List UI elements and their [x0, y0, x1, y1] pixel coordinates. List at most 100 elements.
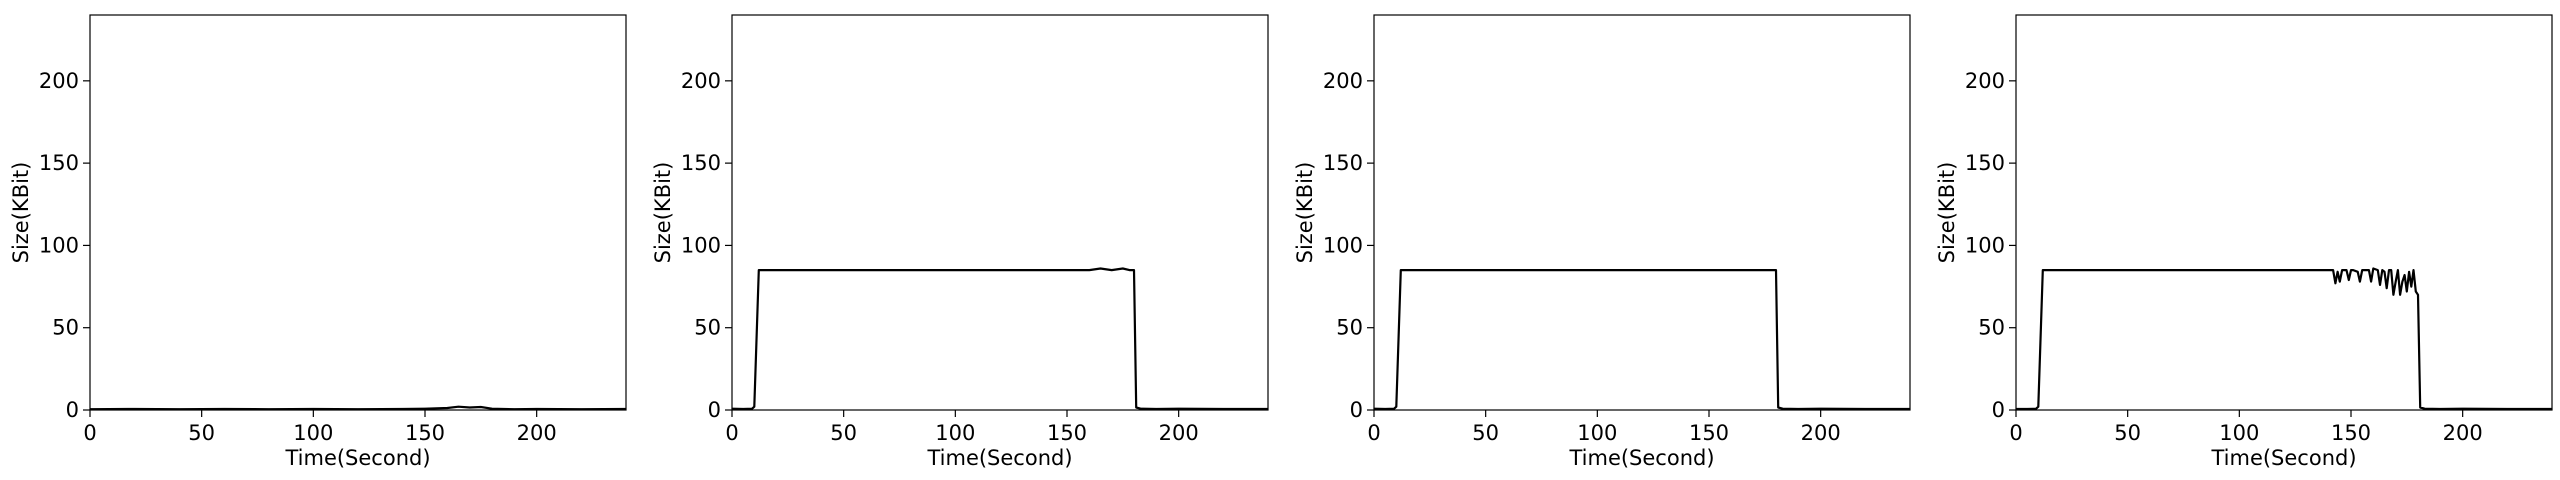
x-tick-label: 0	[83, 421, 96, 445]
data-point	[2424, 408, 2426, 410]
x-tick-label: 150	[2331, 421, 2371, 445]
x-tick-label: 50	[830, 421, 857, 445]
x-tick-label: 50	[1472, 421, 1499, 445]
data-point	[758, 269, 760, 271]
data-point	[2341, 269, 2343, 271]
data-point	[491, 408, 493, 410]
data-point	[1373, 408, 1375, 410]
data-point	[1393, 408, 1395, 410]
y-tick-label: 100	[1323, 233, 1363, 257]
y-tick-label: 150	[39, 151, 79, 175]
data-point	[2410, 286, 2412, 288]
data-point	[742, 408, 744, 410]
x-axis-label: Time(Second)	[1568, 446, 1714, 470]
data-point	[2395, 281, 2397, 283]
data-point	[1384, 408, 1386, 410]
plot-frame	[89, 14, 627, 411]
data-point	[2401, 281, 2403, 283]
data-point	[2357, 271, 2359, 273]
data-point	[1122, 267, 1124, 270]
data-point	[2194, 269, 2196, 271]
data-point	[469, 406, 471, 409]
data-point	[89, 408, 91, 410]
data-point	[2104, 269, 2106, 271]
data-point	[954, 269, 956, 271]
data-point	[1222, 408, 1224, 410]
data-point	[424, 408, 426, 410]
data-point	[268, 408, 270, 410]
data-point	[751, 408, 753, 410]
data-point	[2352, 269, 2354, 271]
data-point	[2404, 274, 2406, 276]
y-tick-label: 100	[1965, 233, 2005, 257]
data-point	[2332, 269, 2334, 271]
data-point	[536, 408, 538, 410]
data-point	[625, 408, 627, 410]
data-point	[1140, 408, 1142, 410]
data-point	[223, 408, 225, 410]
data-point	[513, 408, 515, 410]
data-point	[1730, 269, 1732, 271]
data-point	[999, 269, 1001, 271]
data-point	[1775, 269, 1777, 271]
y-tick-label: 200	[1323, 69, 1363, 93]
data-point	[312, 408, 314, 410]
data-point	[402, 408, 404, 410]
y-tick-label: 200	[681, 69, 721, 93]
data-point	[1267, 408, 1269, 410]
x-tick-label: 150	[1047, 421, 1087, 445]
data-point	[1111, 269, 1113, 271]
data-point	[2359, 281, 2361, 283]
data-point	[1552, 269, 1554, 271]
y-tick-label: 50	[1978, 316, 2005, 340]
y-tick-label: 0	[708, 398, 721, 422]
x-axis-label: Time(Second)	[926, 446, 1072, 470]
data-point	[2417, 294, 2419, 296]
data-point	[776, 269, 778, 271]
data-point	[2060, 269, 2062, 271]
data-point	[2337, 271, 2339, 273]
data-point	[1641, 269, 1643, 271]
data-point	[2415, 290, 2417, 293]
series-line	[2016, 267, 2552, 411]
y-axis-label: Size(KBit)	[651, 162, 675, 264]
data-point	[2042, 269, 2044, 271]
chart-panel-1: 0 50 100 150 200 0 50 100 150 200 Time(Second) Size…	[9, 14, 627, 470]
data-point	[1777, 406, 1779, 409]
y-tick-label: 200	[39, 69, 79, 93]
data-point	[2283, 269, 2285, 271]
data-point	[1400, 269, 1402, 271]
data-point	[2015, 408, 2017, 410]
y-tick-label: 0	[66, 398, 79, 422]
data-point	[1909, 408, 1911, 410]
data-point	[2339, 281, 2341, 283]
data-point	[1155, 408, 1157, 410]
x-tick-label: 50	[2114, 421, 2141, 445]
data-point	[1686, 269, 1688, 271]
data-point	[1178, 408, 1180, 410]
x-tick-label: 100	[2219, 421, 2259, 445]
y-tick-label: 150	[1965, 151, 2005, 175]
data-point	[1128, 269, 1131, 271]
data-point	[2551, 408, 2553, 410]
data-point	[178, 408, 180, 410]
data-point	[2370, 281, 2372, 283]
x-tick-label: 100	[935, 421, 975, 445]
y-tick-label: 100	[39, 233, 79, 257]
y-tick-label: 50	[52, 316, 79, 340]
data-point	[1820, 408, 1822, 410]
data-point	[865, 269, 867, 271]
data-point	[2383, 271, 2386, 273]
data-point	[2334, 282, 2336, 284]
data-point	[2392, 294, 2394, 296]
data-point	[1764, 269, 1766, 271]
data-point	[1507, 269, 1509, 271]
data-point	[457, 406, 460, 408]
data-point	[2328, 269, 2330, 271]
data-point	[446, 407, 448, 409]
data-point	[2439, 408, 2441, 410]
data-point	[2399, 294, 2401, 296]
data-point	[2408, 271, 2410, 273]
data-point	[2366, 269, 2368, 271]
data-point	[731, 408, 733, 410]
